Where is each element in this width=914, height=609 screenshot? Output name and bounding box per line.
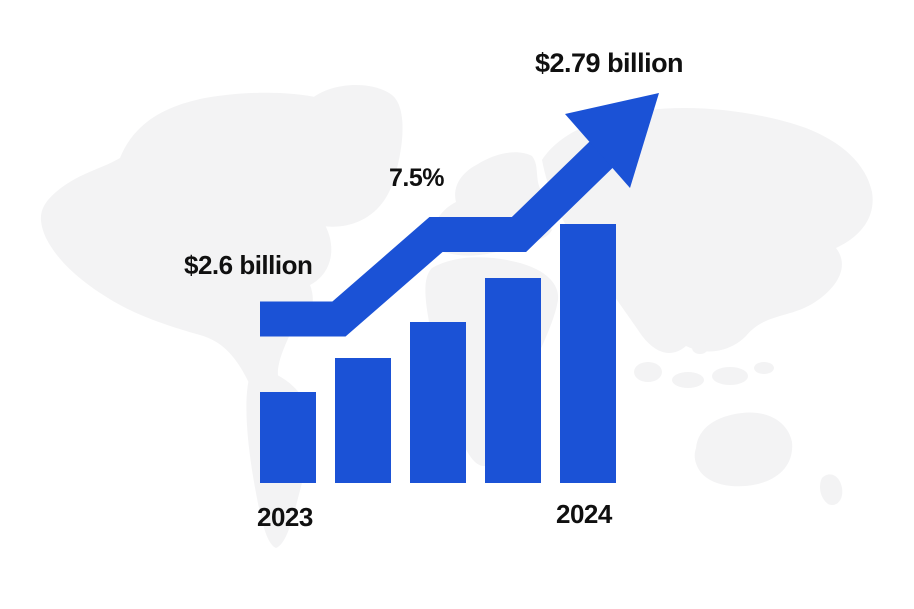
value-2023-label: $2.6 billion <box>184 250 313 280</box>
bar <box>485 278 541 483</box>
value-2024-label: $2.79 billion <box>535 48 684 78</box>
bar <box>260 392 316 483</box>
bar <box>560 224 616 483</box>
bar-chart <box>260 224 616 483</box>
bar <box>335 358 391 483</box>
growth-percent-label: 7.5% <box>389 164 444 192</box>
bar <box>410 322 466 483</box>
year-2023-label: 2023 <box>257 502 313 532</box>
year-2024-label: 2024 <box>556 499 612 529</box>
